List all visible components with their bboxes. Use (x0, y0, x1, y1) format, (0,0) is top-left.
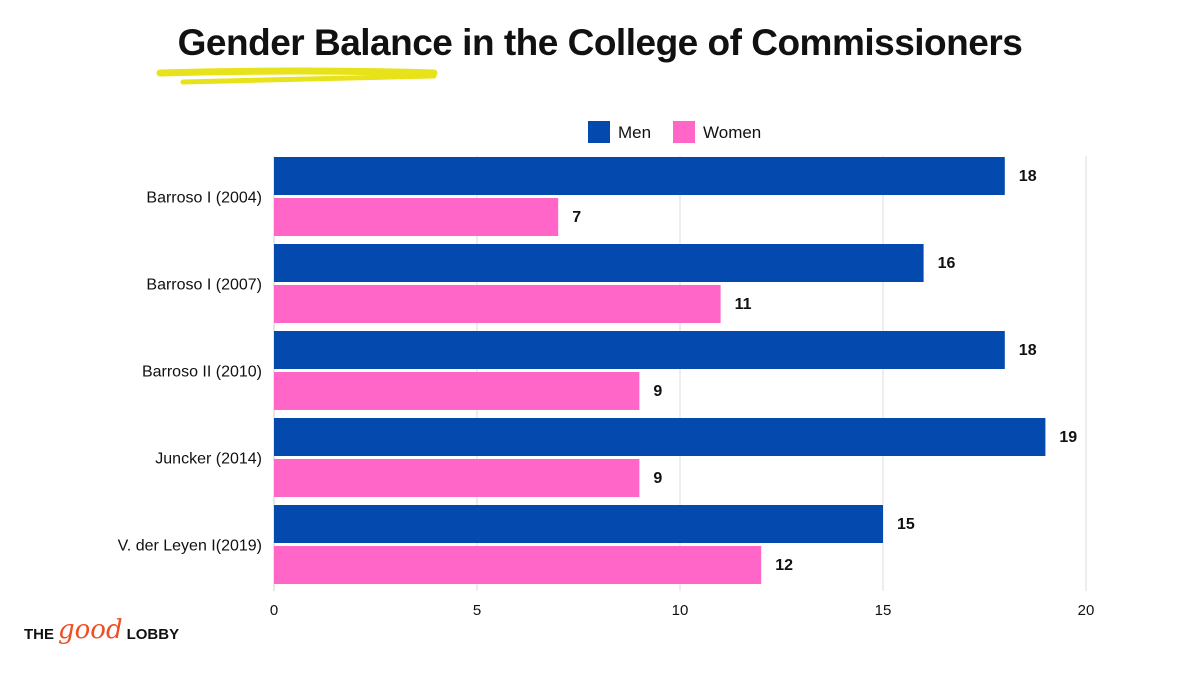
legend-label-women: Women (703, 123, 761, 142)
logo-text-good: good (58, 615, 123, 645)
category-label: Barroso II (2010) (142, 364, 262, 381)
category-label: V. der Leyen I(2019) (118, 538, 262, 555)
category-label: Barroso I (2007) (146, 277, 262, 294)
bar-women (274, 459, 640, 497)
logo-text-lobby: LOBBY (126, 625, 180, 643)
x-tick-label: 20 (1078, 602, 1095, 619)
data-label-men: 18 (1019, 168, 1037, 185)
x-tick-label: 15 (875, 602, 892, 619)
category-label: Barroso I (2004) (146, 190, 262, 207)
data-label-men: 18 (1019, 342, 1037, 359)
bar-women (274, 285, 721, 323)
data-label-men: 15 (897, 516, 915, 533)
bar-men (274, 331, 1005, 369)
bar-men (274, 157, 1005, 195)
title-highlight-stroke (180, 73, 437, 85)
data-label-women: 12 (775, 557, 793, 574)
category-label: Juncker (2014) (155, 451, 262, 468)
chart-title: Gender Balance in the College of Commiss… (177, 22, 1023, 63)
data-label-women: 7 (572, 209, 581, 226)
bar-women (274, 546, 762, 584)
x-tick-label: 5 (473, 602, 481, 619)
x-tick-label: 10 (672, 602, 689, 619)
data-label-women: 11 (735, 296, 752, 313)
x-tick-label: 0 (270, 602, 278, 619)
data-label-women: 9 (653, 470, 662, 487)
legend-swatch-women (673, 121, 695, 143)
data-label-men: 16 (938, 255, 956, 272)
data-label-men: 19 (1059, 429, 1077, 446)
data-label-women: 9 (653, 383, 662, 400)
bar-men (274, 418, 1046, 456)
title-highlight-stroke (156, 67, 438, 77)
bar-men (274, 505, 883, 543)
bar-women (274, 198, 559, 236)
the-good-lobby-logo: THE good LOBBY (24, 614, 179, 654)
logo-text-the: THE (24, 625, 54, 643)
bar-men (274, 244, 924, 282)
legend-label-men: Men (618, 123, 651, 142)
legend-swatch-men (588, 121, 610, 143)
bar-women (274, 372, 640, 410)
